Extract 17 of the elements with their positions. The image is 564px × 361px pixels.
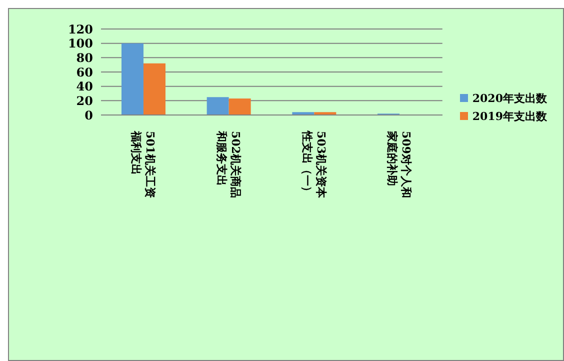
legend-label: 2019年支出数 [472,110,547,123]
y-tick-label: 100 [68,36,93,51]
y-tick-label: 80 [76,50,93,65]
bar [121,43,144,115]
bar [228,98,251,115]
x-tick-label: 501机关工资福利支出 [130,130,157,198]
y-tick-label: 20 [76,94,93,108]
y-tick-label: 0 [84,108,93,122]
y-tick-label: 60 [76,65,93,80]
bar [206,97,229,115]
legend-label: 2020年支出数 [472,92,547,105]
bar [143,63,166,115]
y-tick-label: 120 [68,22,93,36]
y-tick-label: 40 [76,80,93,94]
x-tick-label: 509对个人和家庭的补助 [386,130,413,198]
x-tick-label: 502机关商品和服务支出 [215,130,242,198]
x-tick-label: 503机关资本性支出（一） [300,130,328,199]
